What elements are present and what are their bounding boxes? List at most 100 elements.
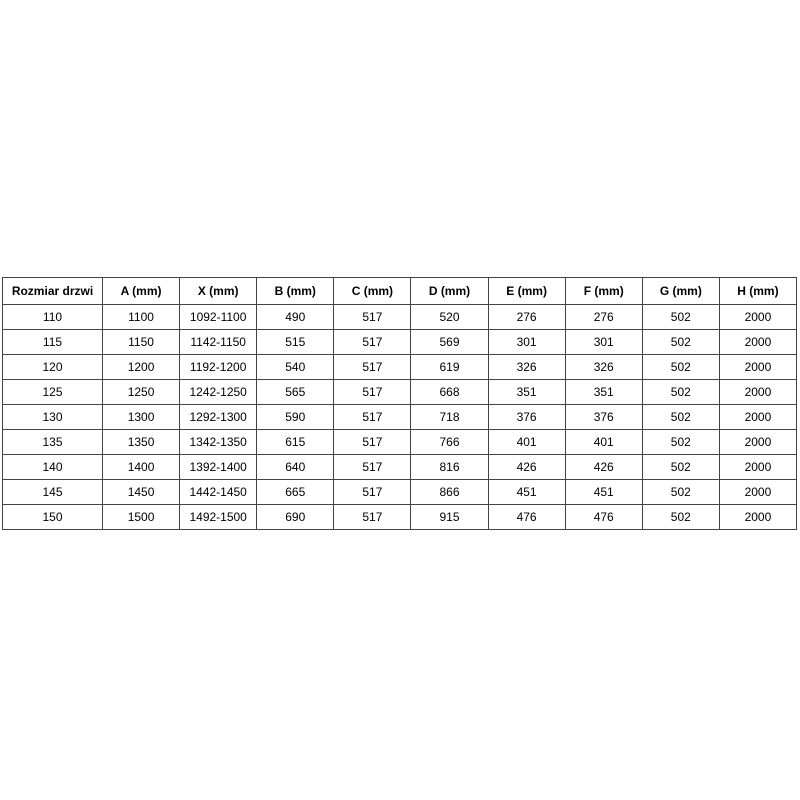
table-cell: 1250: [101, 379, 181, 405]
table-cell: 915: [410, 504, 489, 530]
table-cell: 540: [256, 354, 335, 380]
table-cell: 1192-1200: [179, 354, 258, 380]
table-cell: 2000: [718, 454, 798, 480]
table-cell: 130: [2, 404, 103, 430]
door-size-spec-table: Rozmiar drzwi A (mm) X (mm) B (mm) C (mm) D (…: [2, 277, 798, 530]
table-cell: 301: [487, 329, 566, 355]
table-cell: 1350: [101, 429, 181, 455]
table-cell: 2000: [718, 304, 798, 330]
column-header: X (mm): [179, 277, 258, 305]
table-cell: 502: [641, 404, 720, 430]
table-cell: 135: [2, 429, 103, 455]
column-header: E (mm): [487, 277, 566, 305]
table-cell: 517: [333, 354, 412, 380]
table-row: 150 1500 1492-1500 690 517 915 476 476 502 2000: [2, 504, 798, 530]
column-header: B (mm): [256, 277, 335, 305]
table-cell: 866: [410, 479, 489, 505]
table-cell: 276: [487, 304, 566, 330]
table-cell: 766: [410, 429, 489, 455]
table-cell: 2000: [718, 329, 798, 355]
table-cell: 816: [410, 454, 489, 480]
table-cell: 451: [487, 479, 566, 505]
table-cell: 517: [333, 454, 412, 480]
table-cell: 1200: [101, 354, 181, 380]
column-header: C (mm): [333, 277, 412, 305]
table-cell: 476: [487, 504, 566, 530]
table-cell: 1142-1150: [179, 329, 258, 355]
table-row: 110 1100 1092-1100 490 517 520 276 276 502 2000: [2, 304, 798, 330]
table-cell: 502: [641, 454, 720, 480]
table-cell: 690: [256, 504, 335, 530]
table-cell: 1150: [101, 329, 181, 355]
table-header-row: Rozmiar drzwi A (mm) X (mm) B (mm) C (mm) D (…: [2, 277, 798, 305]
table-cell: 2000: [718, 379, 798, 405]
table-cell: 326: [564, 354, 643, 380]
table-row: 125 1250 1242-1250 565 517 668 351 351 502 2000: [2, 379, 798, 405]
table-cell: 351: [564, 379, 643, 405]
table-cell: 451: [564, 479, 643, 505]
table-cell: 718: [410, 404, 489, 430]
column-header: F (mm): [564, 277, 643, 305]
table-cell: 120: [2, 354, 103, 380]
table-cell: 619: [410, 354, 489, 380]
table-cell: 1442-1450: [179, 479, 258, 505]
table-cell: 640: [256, 454, 335, 480]
column-header: D (mm): [410, 277, 489, 305]
table-cell: 326: [487, 354, 566, 380]
table-cell: 502: [641, 379, 720, 405]
table-cell: 2000: [718, 479, 798, 505]
table-cell: 1450: [101, 479, 181, 505]
column-header: G (mm): [641, 277, 720, 305]
table-cell: 426: [487, 454, 566, 480]
table-cell: 1292-1300: [179, 404, 258, 430]
table-cell: 401: [487, 429, 566, 455]
table-cell: 1092-1100: [179, 304, 258, 330]
table-cell: 115: [2, 329, 103, 355]
table-cell: 2000: [718, 404, 798, 430]
table-cell: 1400: [101, 454, 181, 480]
table-row: 135 1350 1342-1350 615 517 766 401 401 502 2000: [2, 429, 798, 455]
table-cell: 476: [564, 504, 643, 530]
table-cell: 376: [564, 404, 643, 430]
table-cell: 565: [256, 379, 335, 405]
table-cell: 401: [564, 429, 643, 455]
table-cell: 2000: [718, 504, 798, 530]
table-cell: 276: [564, 304, 643, 330]
table-cell: 351: [487, 379, 566, 405]
table-cell: 502: [641, 304, 720, 330]
table-cell: 517: [333, 479, 412, 505]
table-row: 115 1150 1142-1150 515 517 569 301 301 502 2000: [2, 329, 798, 355]
table-cell: 140: [2, 454, 103, 480]
column-header: H (mm): [718, 277, 798, 305]
table-cell: 569: [410, 329, 489, 355]
table-cell: 590: [256, 404, 335, 430]
table-cell: 1392-1400: [179, 454, 258, 480]
table-cell: 520: [410, 304, 489, 330]
table-cell: 517: [333, 329, 412, 355]
door-size-spec-table-container: Rozmiar drzwi A (mm) X (mm) B (mm) C (mm) D (…: [2, 277, 798, 530]
table-cell: 515: [256, 329, 335, 355]
table-cell: 1342-1350: [179, 429, 258, 455]
table-cell: 517: [333, 304, 412, 330]
table-cell: 517: [333, 429, 412, 455]
table-cell: 1300: [101, 404, 181, 430]
table-cell: 502: [641, 479, 720, 505]
table-row: 145 1450 1442-1450 665 517 866 451 451 502 2000: [2, 479, 798, 505]
table-body: 110 1100 1092-1100 490 517 520 276 276 502 2000 11…: [2, 304, 798, 530]
table-cell: 2000: [718, 429, 798, 455]
table-cell: 517: [333, 504, 412, 530]
table-cell: 668: [410, 379, 489, 405]
table-cell: 1500: [101, 504, 181, 530]
table-cell: 1100: [101, 304, 181, 330]
table-header: Rozmiar drzwi A (mm) X (mm) B (mm) C (mm) D (…: [2, 277, 798, 305]
table-cell: 110: [2, 304, 103, 330]
table-cell: 502: [641, 329, 720, 355]
table-cell: 502: [641, 504, 720, 530]
table-cell: 490: [256, 304, 335, 330]
table-cell: 301: [564, 329, 643, 355]
table-cell: 145: [2, 479, 103, 505]
table-cell: 502: [641, 354, 720, 380]
column-header: Rozmiar drzwi: [2, 277, 103, 305]
table-cell: 517: [333, 404, 412, 430]
table-row: 120 1200 1192-1200 540 517 619 326 326 502 2000: [2, 354, 798, 380]
